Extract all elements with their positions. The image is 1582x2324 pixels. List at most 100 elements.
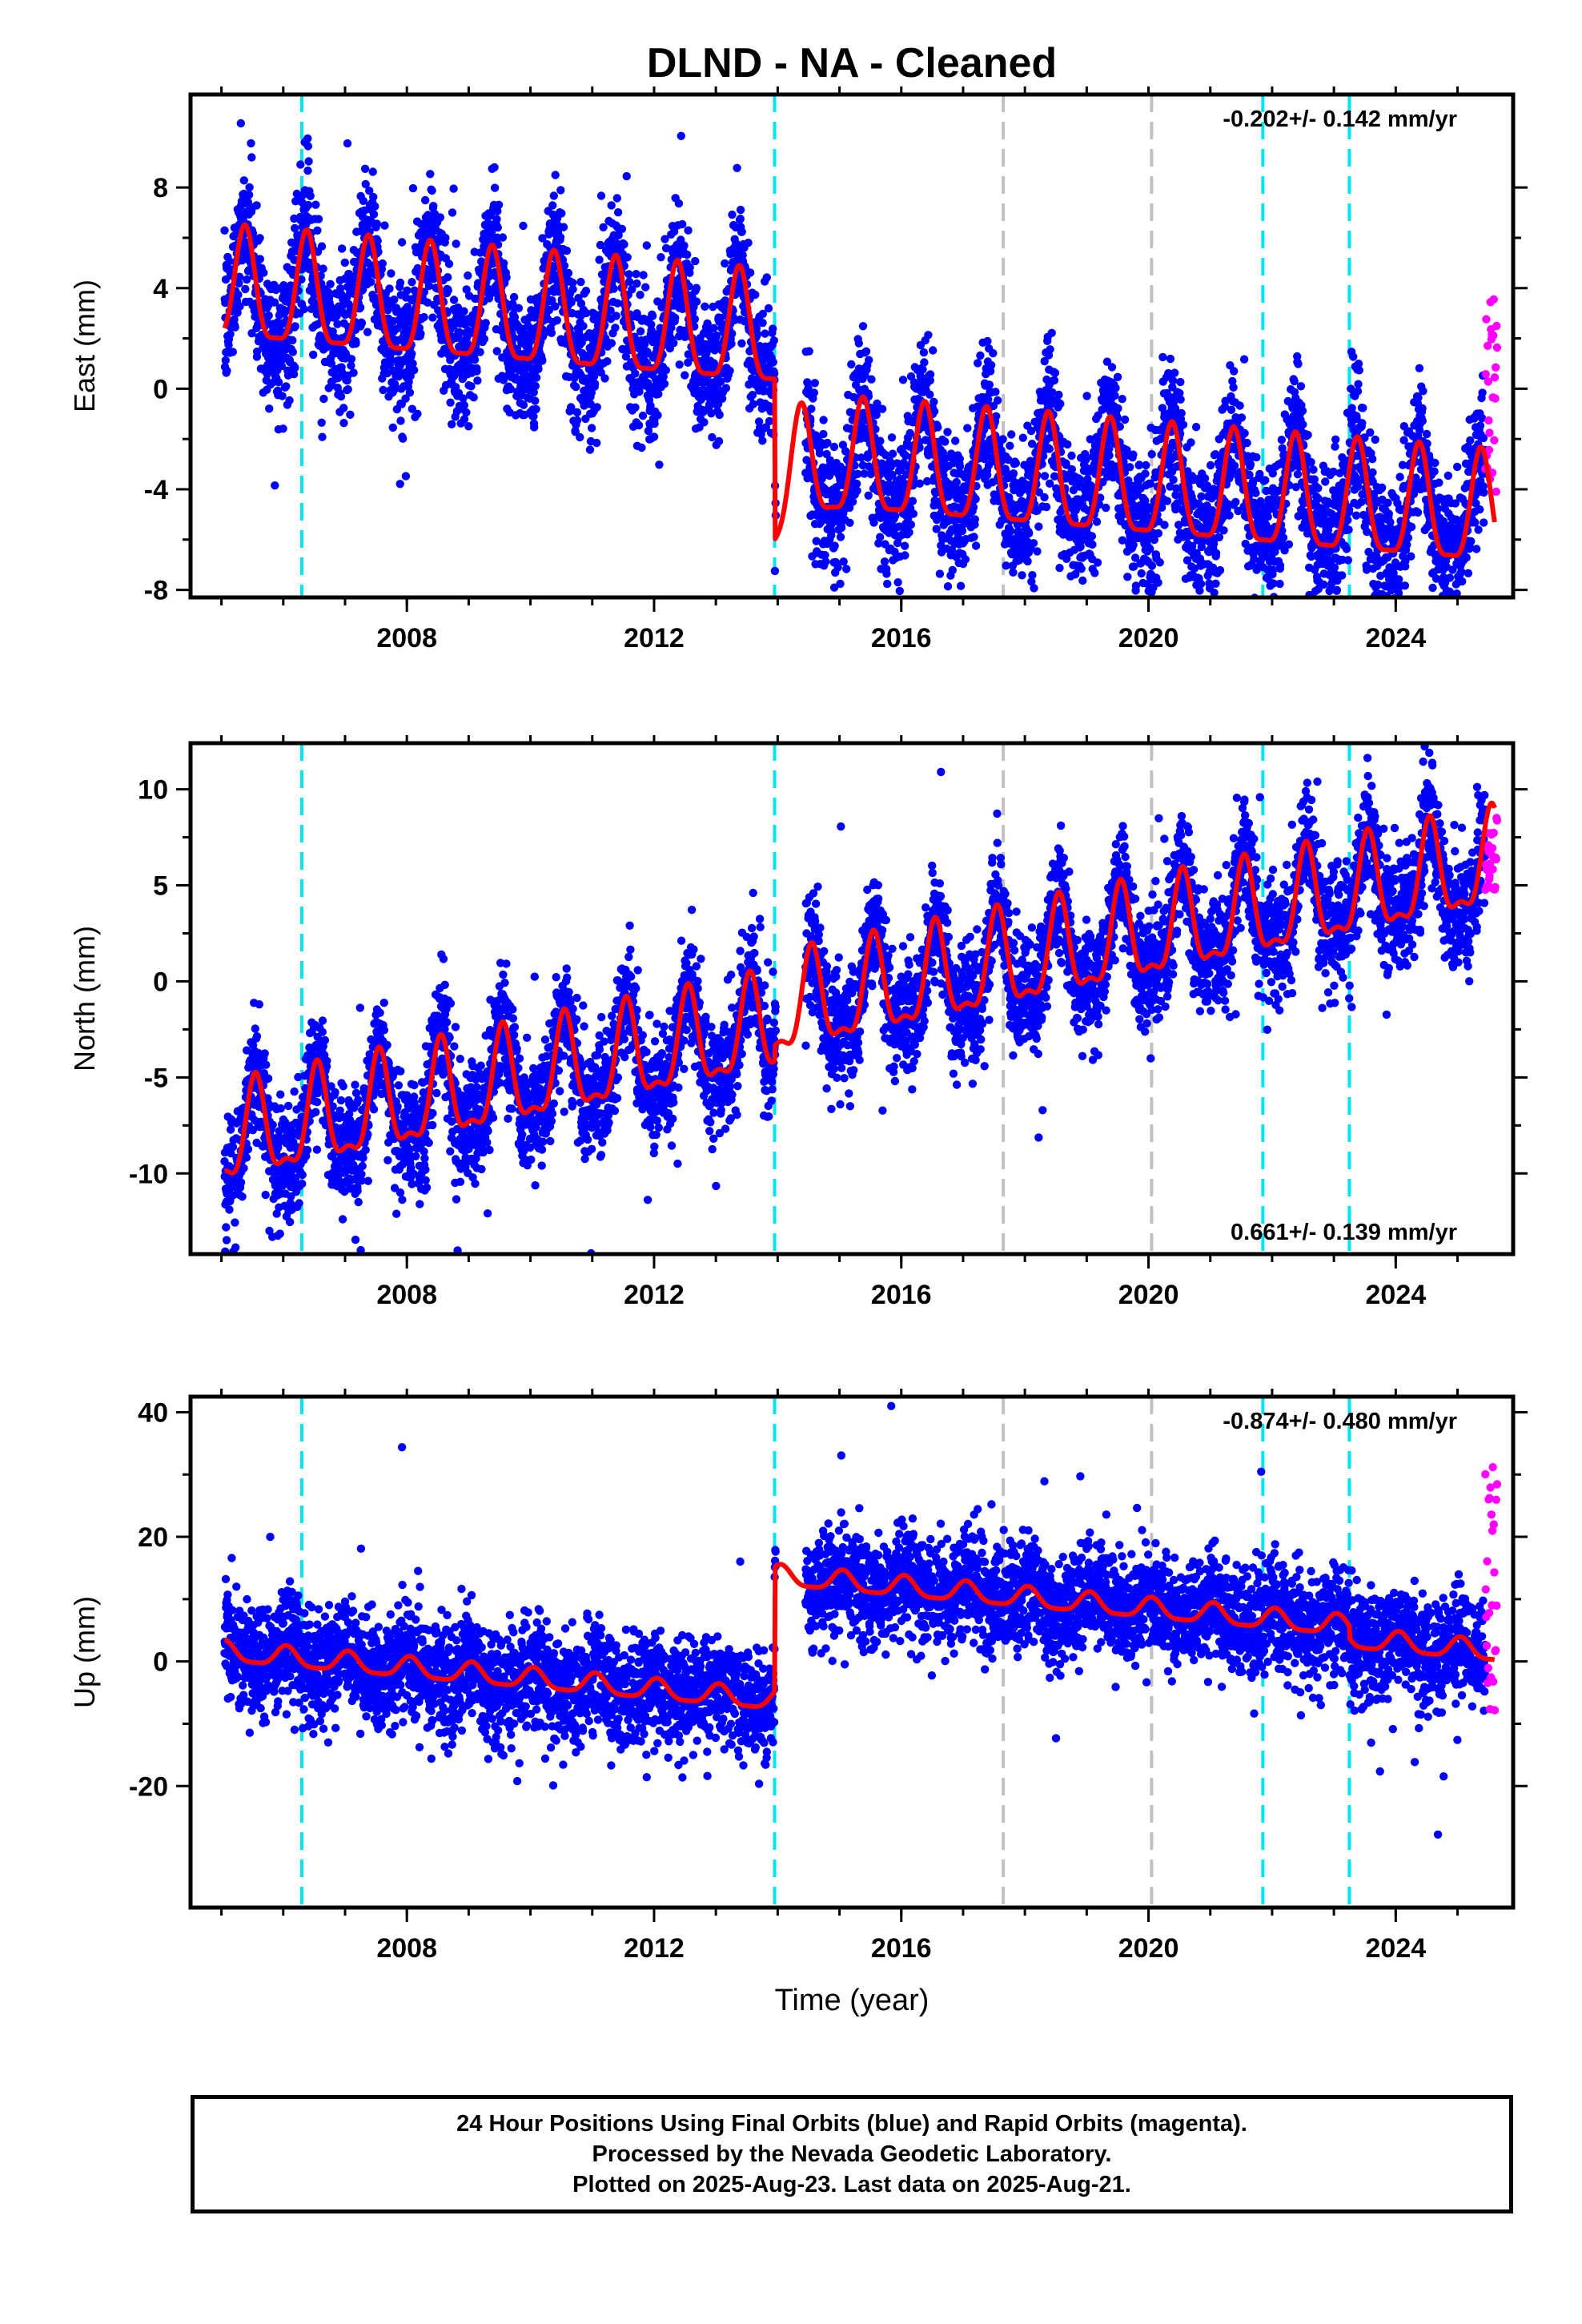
data-point <box>1294 360 1303 368</box>
data-point <box>669 339 678 348</box>
data-point <box>576 299 586 308</box>
data-point <box>460 415 469 424</box>
data-point <box>1251 489 1260 497</box>
data-point <box>567 298 576 307</box>
data-point <box>876 436 885 445</box>
data-point <box>233 308 242 317</box>
data-point <box>1105 451 1114 460</box>
data-point <box>709 324 718 332</box>
data-point <box>243 275 251 284</box>
data-point <box>408 349 416 358</box>
data-point <box>564 268 573 278</box>
data-point <box>974 359 982 368</box>
data-point <box>1195 617 1203 625</box>
data-point <box>701 302 709 311</box>
data-point <box>1178 420 1188 429</box>
data-point <box>737 227 746 236</box>
data-point <box>680 241 689 250</box>
data-point <box>733 163 741 172</box>
data-point <box>1186 605 1194 613</box>
data-point <box>1293 470 1303 479</box>
data-point <box>876 533 885 541</box>
data-point <box>1055 564 1064 573</box>
data-point <box>480 335 489 344</box>
data-point <box>749 400 758 408</box>
data-point <box>1169 475 1178 485</box>
data-point <box>1246 460 1255 469</box>
data-point <box>498 233 508 242</box>
data-point <box>326 279 335 288</box>
data-point <box>839 557 848 566</box>
data-point <box>572 416 582 425</box>
data-point <box>444 286 452 295</box>
data-point <box>572 408 582 417</box>
data-point <box>635 387 644 396</box>
data-point <box>1298 406 1307 416</box>
data-point <box>532 404 540 414</box>
data-point <box>929 346 938 355</box>
data-point <box>861 347 871 356</box>
data-point <box>847 360 856 369</box>
data-point <box>235 302 244 311</box>
data-point <box>408 278 416 287</box>
data-point <box>288 348 297 356</box>
data-point <box>560 261 569 270</box>
data-point <box>1142 460 1150 470</box>
data-point <box>548 201 557 210</box>
data-point <box>296 160 305 169</box>
data-point <box>632 270 640 279</box>
data-point <box>1191 602 1199 610</box>
data-point <box>842 565 851 573</box>
data-point <box>1047 328 1056 337</box>
data-point <box>906 520 916 529</box>
data-point <box>900 541 909 550</box>
data-point <box>1225 511 1234 520</box>
data-point <box>299 304 308 314</box>
data-point <box>244 191 254 199</box>
data-point <box>1114 404 1122 413</box>
data-point <box>894 748 902 756</box>
data-point <box>1275 579 1284 589</box>
data-point <box>692 283 701 292</box>
data-point <box>424 281 434 291</box>
data-point <box>769 324 777 333</box>
data-point <box>365 187 374 195</box>
data-point <box>336 392 346 401</box>
data-point <box>1102 503 1110 513</box>
data-point <box>819 429 828 439</box>
data-point <box>551 171 560 179</box>
data-point <box>223 366 231 376</box>
data-point <box>265 404 274 413</box>
data-point <box>1275 561 1285 570</box>
data-point <box>385 284 394 293</box>
data-point <box>291 223 299 233</box>
data-point <box>460 400 468 410</box>
data-point <box>1034 522 1043 531</box>
data-point <box>368 167 377 176</box>
data-point <box>1110 391 1119 400</box>
data-point <box>908 497 917 505</box>
data-point <box>956 581 966 590</box>
data-point <box>955 462 965 471</box>
data-point <box>410 366 419 375</box>
data-point <box>681 371 689 380</box>
data-point <box>303 134 312 143</box>
data-point <box>678 219 687 229</box>
data-point <box>449 184 458 193</box>
data-point <box>509 292 519 302</box>
data-point <box>649 432 659 441</box>
data-point <box>473 376 482 385</box>
data-point <box>660 380 669 388</box>
data-point <box>762 273 771 282</box>
data-point <box>867 375 876 384</box>
data-point <box>1006 441 1014 450</box>
data-point <box>1050 368 1060 377</box>
data-point <box>1211 579 1220 588</box>
data-point <box>247 153 256 162</box>
data-point <box>492 347 501 356</box>
data-point <box>568 278 577 287</box>
data-point <box>1239 355 1249 364</box>
data-point <box>1107 363 1117 372</box>
data-point <box>952 600 960 608</box>
